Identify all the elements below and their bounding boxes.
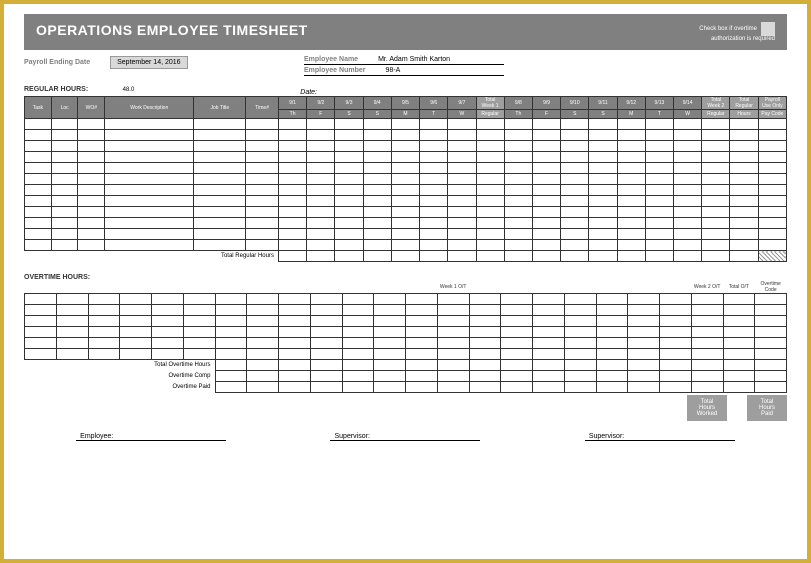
overtime-checkbox-label: Check box if overtime — [699, 26, 757, 32]
table-row[interactable] — [25, 349, 787, 360]
col-workdescription: Work Description — [105, 97, 194, 119]
total-hours-paid: Total Hours Paid — [747, 395, 787, 421]
table-row[interactable] — [25, 294, 787, 305]
overtime-checkbox[interactable] — [761, 22, 775, 36]
ot-code-label: Overtime Code — [755, 281, 787, 294]
employee-signature[interactable]: Employee: — [76, 433, 226, 441]
table-row[interactable] — [25, 327, 787, 338]
ot-summary-0: Total Overtime Hours — [25, 360, 216, 371]
payroll-label: Payroll Ending Date — [24, 59, 90, 66]
emp-num-label: Employee Number — [304, 67, 365, 74]
overtime-hours-table: Week 1 O/TWeek 2 O/TTotal O/TOvertime Co… — [24, 281, 787, 393]
header-bar: OPERATIONS EMPLOYEE TIMESHEET Check box … — [24, 14, 787, 50]
emp-num[interactable]: 98-A — [385, 67, 400, 74]
table-row[interactable] — [25, 240, 787, 251]
total-ot-label: Total O/T — [723, 281, 755, 294]
col-task: Task — [25, 97, 52, 119]
emp-name[interactable]: Mr. Adam Smith Karton — [378, 56, 450, 63]
emp-name-label: Employee Name — [304, 56, 358, 63]
week1-ot-label: Week 1 O/T — [437, 281, 469, 294]
total-hours-worked: Total Hours Worked — [687, 395, 727, 421]
payroll-date[interactable]: September 14, 2016 — [110, 56, 187, 69]
col-loc: Loc — [51, 97, 78, 119]
table-row[interactable] — [25, 207, 787, 218]
table-row[interactable] — [25, 185, 787, 196]
header-right: Check box if overtime authorization is r… — [699, 22, 775, 42]
table-row[interactable] — [25, 218, 787, 229]
signature-row: Employee: Supervisor: Supervisor: — [24, 433, 787, 441]
table-row[interactable] — [25, 174, 787, 185]
ot-summary-2: Overtime Paid — [25, 382, 216, 393]
auth-text: authorization is required — [699, 36, 775, 42]
table-row[interactable] — [25, 152, 787, 163]
table-row[interactable] — [25, 229, 787, 240]
week2-ot-label: Week 2 O/T — [691, 281, 723, 294]
regular-hours-table: TaskLocWO#Work DescriptionJob TitleTime#… — [24, 96, 787, 262]
table-row[interactable] — [25, 338, 787, 349]
ot-summary-1: Overtime Comp — [25, 371, 216, 382]
col-time: Time# — [246, 97, 279, 119]
table-row[interactable] — [25, 305, 787, 316]
total-regular-hours-label: Total Regular Hours — [25, 251, 279, 262]
table-row[interactable] — [25, 316, 787, 327]
regular-hours-value: 48.0 — [123, 87, 135, 93]
page-title: OPERATIONS EMPLOYEE TIMESHEET — [36, 22, 308, 38]
table-row[interactable] — [25, 163, 787, 174]
supervisor-signature-1[interactable]: Supervisor: — [330, 433, 480, 441]
col-jobtitle: Job Title — [194, 97, 246, 119]
table-row[interactable] — [25, 196, 787, 207]
supervisor-signature-2[interactable]: Supervisor: — [585, 433, 735, 441]
table-row[interactable] — [25, 119, 787, 130]
table-row[interactable] — [25, 141, 787, 152]
table-row[interactable] — [25, 130, 787, 141]
overtime-hours-label: OVERTIME HOURS: — [24, 274, 787, 281]
date-label: Date: — [300, 89, 317, 96]
col-wo: WO# — [78, 97, 105, 119]
regular-hours-label: REGULAR HOURS: — [24, 86, 88, 93]
